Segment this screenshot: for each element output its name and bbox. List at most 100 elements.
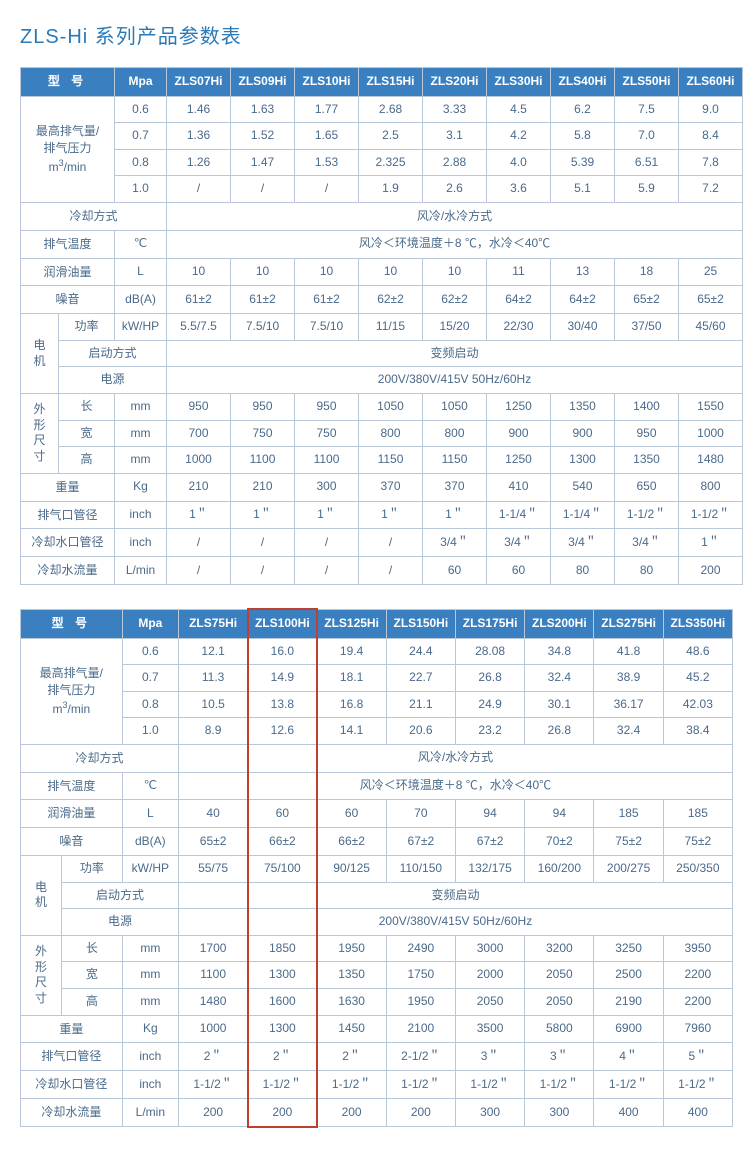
data-cell: 200 [679, 557, 743, 585]
data-cell: 1.63 [231, 96, 295, 123]
page-title: ZLS-Hi 系列产品参数表 [20, 20, 733, 49]
data-cell: 62±2 [423, 286, 487, 314]
data-cell: 45.2 [663, 665, 732, 692]
col-header: ZLS30Hi [487, 68, 551, 97]
data-cell: 1-1/4＂ [551, 501, 615, 529]
data-cell: 250/350 [663, 856, 732, 883]
col-header: Mpa [122, 609, 178, 638]
col-header: ZLS50Hi [615, 68, 679, 97]
data-cell: 7960 [663, 1015, 732, 1043]
data-cell: 400 [594, 1099, 663, 1127]
data-cell: 3/4＂ [487, 529, 551, 557]
data-cell: 950 [615, 420, 679, 447]
data-cell: 7.5/10 [231, 314, 295, 341]
data-cell: 14.1 [317, 718, 386, 745]
row-label: 高 [59, 447, 115, 474]
data-cell: 950 [167, 393, 231, 420]
col-header: ZLS100Hi [248, 609, 317, 638]
data-cell: 5.5/7.5 [167, 314, 231, 341]
data-cell: 1050 [359, 393, 423, 420]
table-row: 最高排气量/排气压力m3/min0.612.116.019.424.428.08… [21, 638, 733, 665]
data-cell: 750 [231, 420, 295, 447]
data-cell: 1000 [178, 1015, 247, 1043]
data-cell: 2.325 [359, 149, 423, 176]
data-cell: 3000 [455, 935, 524, 962]
unit-label: 0.7 [115, 123, 167, 150]
data-cell: 48.6 [663, 638, 732, 665]
data-cell: 900 [551, 420, 615, 447]
data-cell: 540 [551, 473, 615, 501]
data-cell: 24.9 [455, 691, 524, 718]
col-header: Mpa [115, 68, 167, 97]
col-header: ZLS175Hi [455, 609, 524, 638]
col-header: ZLS60Hi [679, 68, 743, 97]
unit-label: inch [115, 501, 167, 529]
table-row: 噪音dB(A)65±266±266±267±267±270±275±275±2 [21, 828, 733, 856]
data-cell: 5.8 [551, 123, 615, 150]
data-cell: 2100 [386, 1015, 455, 1043]
data-cell: 1.52 [231, 123, 295, 150]
table-row: 启动方式变频启动 [21, 340, 743, 367]
data-cell: 2＂ [178, 1043, 247, 1071]
table-row: 电源200V/380V/415V 50Hz/60Hz [21, 909, 733, 936]
data-cell: 1＂ [167, 501, 231, 529]
data-cell: / [295, 529, 359, 557]
data-cell: 11.3 [178, 665, 247, 692]
data-cell: 4.0 [487, 149, 551, 176]
row-label: 长 [62, 935, 123, 962]
data-cell: 65±2 [615, 286, 679, 314]
data-cell: / [231, 529, 295, 557]
data-cell: 61±2 [167, 286, 231, 314]
data-cell: 2＂ [248, 1043, 317, 1071]
unit-label: 0.8 [115, 149, 167, 176]
table-row: 宽mm7007507508008009009009501000 [21, 420, 743, 447]
data-cell: 1450 [317, 1015, 386, 1043]
unit-label: Kg [122, 1015, 178, 1043]
data-cell: 7.2 [679, 176, 743, 203]
data-cell: 14.9 [248, 665, 317, 692]
table-row: 0.810.513.816.821.124.930.136.1742.03 [21, 691, 733, 718]
table-row: 排气口管径inch1＂1＂1＂1＂1＂1-1/4＂1-1/4＂1-1/2＂1-1… [21, 501, 743, 529]
span-cell: 变频启动 [167, 340, 743, 367]
data-cell: 370 [359, 473, 423, 501]
data-cell: 6.2 [551, 96, 615, 123]
unit-label: mm [115, 447, 167, 474]
unit-label: inch [122, 1071, 178, 1099]
data-cell: 210 [167, 473, 231, 501]
data-cell: / [167, 176, 231, 203]
table-row: 电源200V/380V/415V 50Hz/60Hz [21, 367, 743, 394]
data-cell: 75±2 [594, 828, 663, 856]
data-cell: 1000 [679, 420, 743, 447]
unit-label: 0.7 [122, 665, 178, 692]
data-cell: 60 [317, 800, 386, 828]
data-cell: 3/4＂ [423, 529, 487, 557]
data-cell: 2.5 [359, 123, 423, 150]
data-cell: 1.36 [167, 123, 231, 150]
data-cell: 75±2 [663, 828, 732, 856]
col-header: ZLS40Hi [551, 68, 615, 97]
data-cell: 3.1 [423, 123, 487, 150]
data-cell: 1.46 [167, 96, 231, 123]
span-cell: 200V/380V/415V 50Hz/60Hz [178, 909, 732, 936]
data-cell: 200 [178, 1099, 247, 1127]
data-cell: 2500 [594, 962, 663, 989]
data-cell: 8.4 [679, 123, 743, 150]
data-cell: 1＂ [423, 501, 487, 529]
data-cell: 2000 [455, 962, 524, 989]
data-cell: 1-1/2＂ [178, 1071, 247, 1099]
row-label: 排气口管径 [21, 1043, 123, 1071]
col-header: ZLS10Hi [295, 68, 359, 97]
data-cell: 1-1/2＂ [615, 501, 679, 529]
unit-label: mm [122, 935, 178, 962]
data-cell: 66±2 [317, 828, 386, 856]
table-row: 冷却方式风冷/水冷方式 [21, 202, 743, 230]
table-row: 高mm100011001100115011501250130013501480 [21, 447, 743, 474]
span-cell: 200V/380V/415V 50Hz/60Hz [167, 367, 743, 394]
table-row: 高mm14801600163019502050205021902200 [21, 989, 733, 1016]
data-cell: 55/75 [178, 856, 247, 883]
unit-label: Kg [115, 473, 167, 501]
table-row: 宽mm11001300135017502000205025002200 [21, 962, 733, 989]
data-cell: 1400 [615, 393, 679, 420]
row-label: 高 [62, 989, 123, 1016]
col-header: 型 号 [21, 609, 123, 638]
